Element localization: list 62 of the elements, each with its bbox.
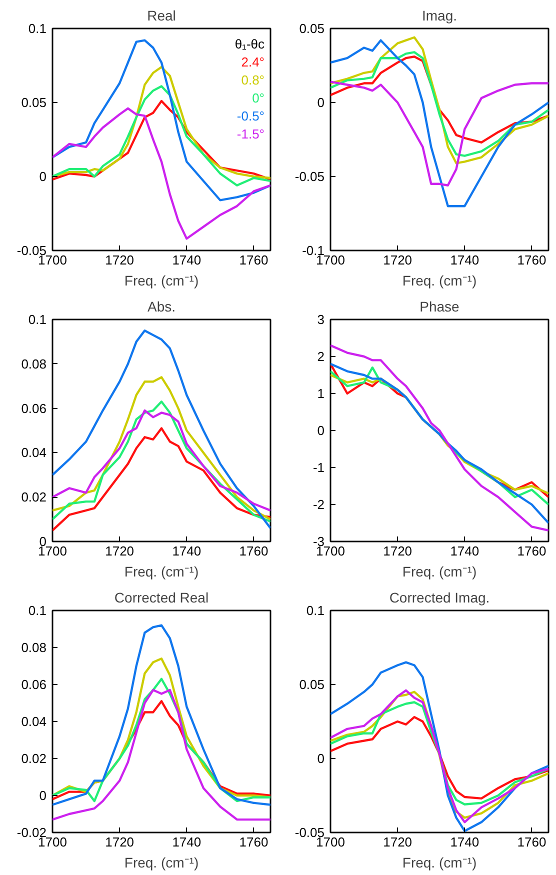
text: 0.8° xyxy=(241,72,265,88)
y-tick-label: 0.1 xyxy=(28,312,47,327)
y-tick-label: 0 xyxy=(39,788,47,803)
chart-title: Real xyxy=(147,8,176,24)
x-tick-label: 1720 xyxy=(105,544,134,558)
x-tick-label: 1720 xyxy=(105,252,134,268)
x-tick-label: 1760 xyxy=(517,252,546,268)
x-tick-label: 1740 xyxy=(450,834,480,850)
x-axis-title: Freq. (cm⁻¹) xyxy=(124,272,199,288)
y-tick-label: -2 xyxy=(312,497,325,512)
x-axis-title: Freq. (cm⁻¹) xyxy=(124,564,199,580)
x-axis-title: Freq. (cm⁻¹) xyxy=(124,854,199,870)
y-tick-label: 2 xyxy=(317,349,325,364)
chart-title: Abs. xyxy=(147,298,176,314)
text: -1.5° xyxy=(236,126,265,142)
chart-title: Imag. xyxy=(422,8,458,24)
y-tick-label: 0 xyxy=(317,751,325,766)
text: 2.4° xyxy=(241,54,265,70)
y-tick-label: -1 xyxy=(312,460,325,475)
text: -0.5° xyxy=(236,108,265,124)
y-tick-label: 0.06 xyxy=(21,400,47,416)
x-tick-label: 1720 xyxy=(383,252,412,268)
y-tick-label: 0.05 xyxy=(21,95,47,110)
x-axis-title: Freq. (cm⁻¹) xyxy=(402,854,477,870)
x-tick-label: 1740 xyxy=(450,252,480,268)
y-tick-label: 1 xyxy=(317,386,325,401)
x-tick-label: 1740 xyxy=(172,252,202,268)
x-tick-label: 1760 xyxy=(239,252,268,268)
x-axis-title: Freq. (cm⁻¹) xyxy=(402,272,477,288)
y-tick-label: 0.05 xyxy=(299,677,325,692)
y-tick-label: 0.08 xyxy=(21,356,47,372)
y-tick-label: 0.1 xyxy=(28,21,47,36)
x-axis-title: Freq. (cm⁻¹) xyxy=(402,564,477,580)
legend-title: θ₁-θc xyxy=(234,36,265,52)
chart-title: Phase xyxy=(420,298,460,314)
x-tick-label: 1760 xyxy=(517,544,546,558)
y-tick-label: 3 xyxy=(317,312,325,327)
y-tick-label: 0.08 xyxy=(21,640,47,655)
x-tick-label: 1760 xyxy=(239,834,268,850)
x-tick-label: 1740 xyxy=(450,544,480,558)
text: 0° xyxy=(252,90,265,106)
y-tick-label: 0.06 xyxy=(21,677,47,692)
x-tick-label: 1760 xyxy=(239,544,268,558)
y-tick-label: 0 xyxy=(317,95,325,110)
x-tick-label: 1720 xyxy=(383,834,412,850)
y-tick-label: 0.04 xyxy=(21,714,47,729)
y-tick-label: 0 xyxy=(39,169,47,184)
chart-title: Corrected Imag. xyxy=(389,590,490,606)
x-tick-label: 1720 xyxy=(105,834,134,850)
y-tick-label: 0 xyxy=(317,423,325,438)
y-tick-label: -0.05 xyxy=(294,169,325,184)
y-tick-label: 0.02 xyxy=(21,751,47,766)
y-tick-label: 0.1 xyxy=(306,603,325,618)
x-tick-label: 1740 xyxy=(172,544,202,558)
x-tick-label: 1760 xyxy=(517,834,546,850)
x-tick-label: 1720 xyxy=(383,544,412,558)
y-tick-label: 0.1 xyxy=(28,603,47,618)
y-tick-label: 0.02 xyxy=(21,490,47,505)
y-tick-label: 0.05 xyxy=(299,21,325,36)
y-tick-label: 0.04 xyxy=(21,445,47,460)
chart-title: Corrected Real xyxy=(114,590,209,606)
x-tick-label: 1740 xyxy=(172,834,202,850)
